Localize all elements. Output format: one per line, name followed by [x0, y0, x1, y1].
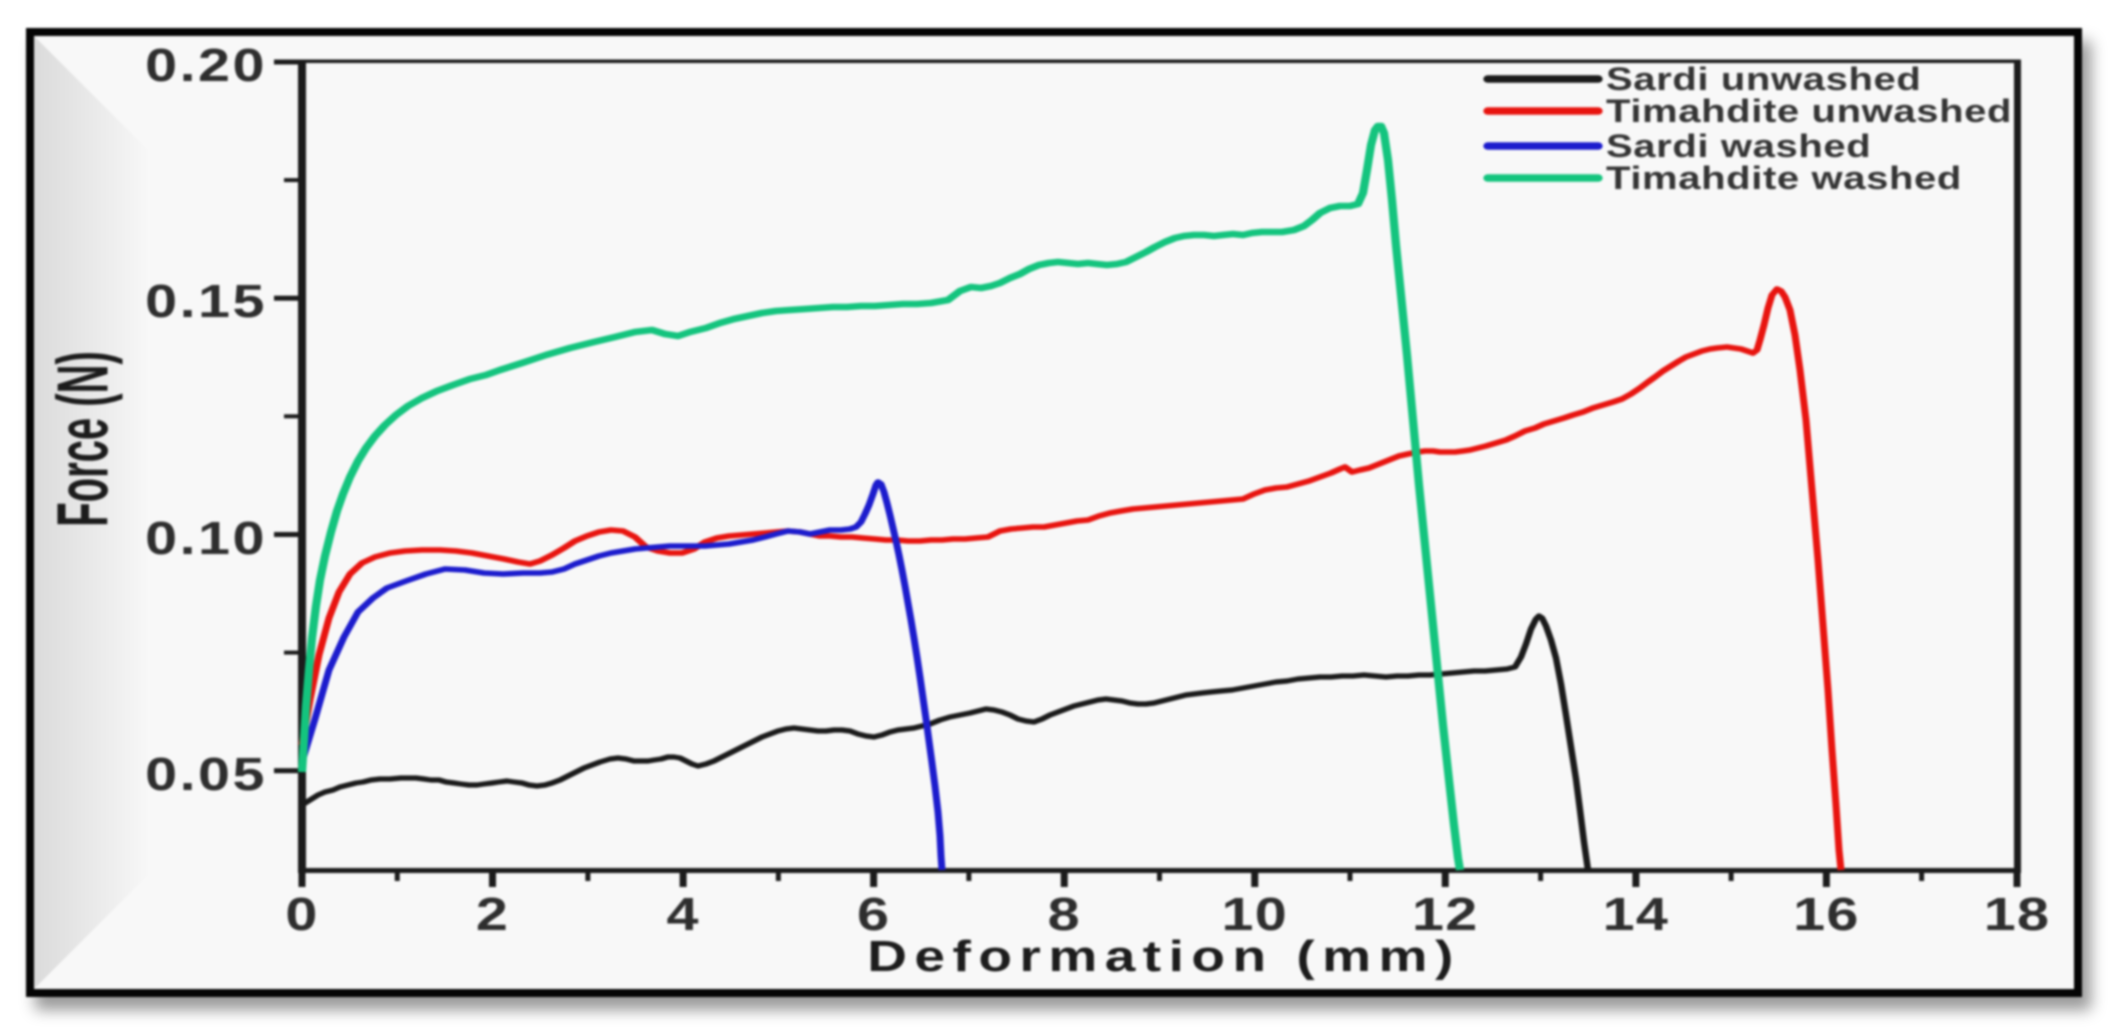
svg-text:0.10: 0.10 [145, 513, 267, 564]
svg-text:Deformation (mm): Deformation (mm) [867, 931, 1461, 980]
svg-text:0.15: 0.15 [145, 276, 267, 327]
svg-text:2: 2 [476, 889, 509, 940]
svg-text:Sardi unwashed: Sardi unwashed [1606, 61, 1921, 97]
svg-text:8: 8 [1048, 889, 1081, 940]
svg-text:12: 12 [1412, 889, 1478, 940]
svg-text:Timahdite unwashed: Timahdite unwashed [1606, 93, 2012, 129]
svg-text:18: 18 [1984, 889, 2050, 940]
svg-text:16: 16 [1793, 889, 1859, 940]
svg-text:Sardi washed: Sardi washed [1606, 128, 1871, 164]
svg-text:4: 4 [667, 889, 700, 940]
svg-text:Timahdite washed: Timahdite washed [1606, 160, 1962, 196]
svg-text:0.20: 0.20 [145, 40, 267, 91]
svg-text:0: 0 [285, 889, 318, 940]
svg-text:Force (N): Force (N) [43, 351, 123, 527]
svg-text:14: 14 [1603, 889, 1669, 940]
svg-text:6: 6 [857, 889, 890, 940]
svg-text:0.05: 0.05 [145, 749, 267, 800]
svg-text:10: 10 [1222, 889, 1288, 940]
